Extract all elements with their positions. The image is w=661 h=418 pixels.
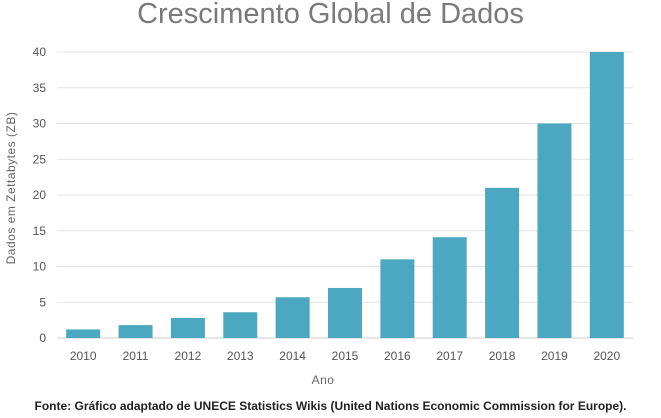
bar-2011	[118, 325, 153, 338]
bar-2013	[223, 312, 258, 338]
chart-title: Crescimento Global de Dados	[137, 0, 524, 30]
x-tick-label: 2011	[123, 349, 149, 363]
x-tick-label: 2020	[593, 349, 620, 363]
bar-2012	[170, 317, 205, 338]
bar-2010	[66, 329, 101, 338]
bar-2019	[537, 123, 572, 338]
x-tick-label: 2010	[70, 349, 97, 363]
y-tick-label: 40	[33, 45, 47, 59]
y-tick-label: 10	[33, 260, 47, 274]
y-tick-label: 25	[33, 152, 47, 166]
y-tick-label: 30	[33, 117, 47, 131]
bar-2016	[380, 259, 415, 338]
x-tick-label: 2012	[175, 349, 202, 363]
x-tick-label: 2016	[384, 349, 411, 363]
x-tick-label: 2018	[489, 349, 516, 363]
y-tick-label: 20	[33, 188, 47, 202]
y-tick-label: 35	[33, 81, 47, 95]
x-tick-label: 2015	[332, 349, 359, 363]
x-tick-label: 2013	[227, 349, 254, 363]
x-tick-label: 2019	[541, 349, 568, 363]
x-tick-label: 2014	[279, 349, 306, 363]
y-axis-label: Dados em Zettabytes (ZB)	[4, 112, 18, 265]
y-tick-label: 5	[39, 295, 46, 309]
bar-2018	[485, 187, 520, 338]
y-tick-label: 0	[39, 331, 46, 345]
x-axis-ticks: 2010 2011 2012 2013 2014 2015 2016 2017 2018 2019…	[70, 349, 621, 363]
bars	[66, 52, 624, 338]
bar-2020	[589, 52, 624, 338]
bar-2014	[275, 297, 310, 338]
y-tick-label: 15	[33, 224, 47, 238]
bar-2015	[328, 287, 362, 338]
x-axis-label: Ano	[312, 373, 335, 387]
bar-2017	[432, 237, 467, 338]
y-axis-ticks: 0 5 10 15 20 25 30 35 40	[33, 45, 47, 345]
x-tick-label: 2017	[436, 349, 463, 363]
source-note: Fonte: Gráfico adaptado de UNECE Statist…	[34, 399, 627, 413]
